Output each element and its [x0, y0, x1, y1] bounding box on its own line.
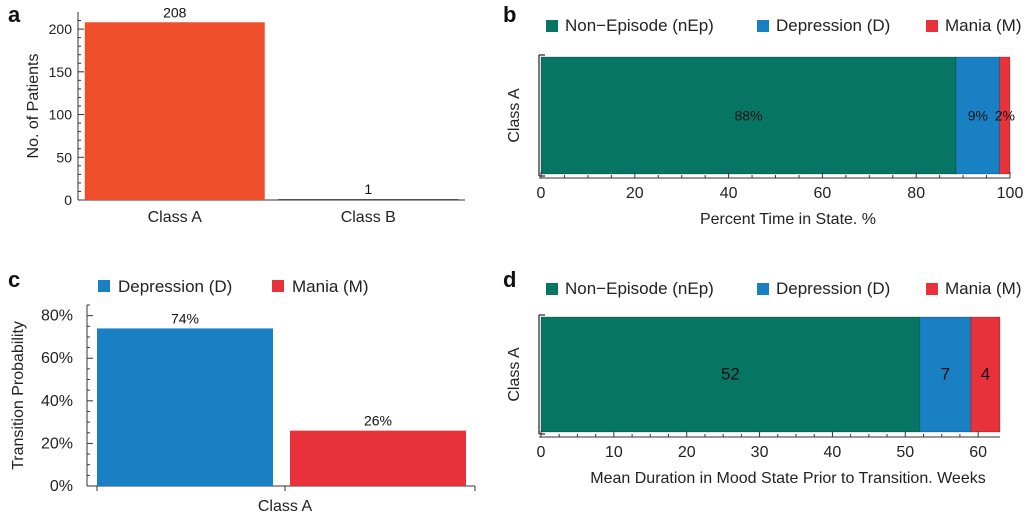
x-tick-label: Class A [148, 209, 203, 226]
segment-label-nEp: 88% [735, 108, 763, 124]
bar-class-b [278, 199, 459, 200]
y-tick-label: 20% [41, 435, 73, 452]
y-tick-label: 80% [41, 308, 73, 325]
bar-M [290, 430, 466, 486]
x-tick-label: 60 [814, 185, 832, 202]
y-tick-label: 60% [41, 350, 73, 367]
legend-label-nEp: Non−Episode (nEp) [565, 16, 714, 35]
x-tick-label: 10 [605, 444, 623, 461]
legend-label-nEp: Non−Episode (nEp) [565, 279, 714, 298]
x-tick-label: 30 [751, 444, 769, 461]
x-tick-label: 0 [537, 185, 546, 202]
bar-segment-M [999, 56, 1011, 175]
legend-swatch-D [98, 280, 110, 292]
y-tick-label: 0 [64, 192, 72, 208]
panel-c-chart: Depression (D) Mania (M) 0% 20% 40% 60% 80% Tra… [10, 277, 476, 515]
legend-swatch-nEp [546, 20, 558, 32]
x-tick-label: Class B [341, 209, 396, 226]
data-label: 1 [364, 181, 372, 197]
panel-a-chart: 0 50 100 150 200 No. of Patients 208 Class A 1 Cl… [25, 4, 465, 226]
panel-d-chart: Non−Episode (nEp) Depression (D) Mania (M)… [506, 279, 1022, 487]
legend-label-D: Depression (D) [118, 277, 232, 296]
segment-label-M: 4 [981, 365, 990, 384]
legend-swatch-D [757, 20, 769, 32]
x-tick-label: 40 [824, 444, 842, 461]
data-label: 74% [171, 310, 199, 326]
y-axis-label: Transition Probability [10, 321, 27, 470]
panel-label-b: b [503, 2, 516, 27]
bar-D [97, 328, 273, 486]
legend-label-M: Mania (M) [945, 16, 1022, 35]
segment-label-D: 9% [968, 108, 988, 124]
y-tick-label: 40% [41, 393, 73, 410]
x-tick-label: 40 [720, 185, 738, 202]
bar-class-a [84, 22, 265, 200]
legend-label-D: Depression (D) [776, 16, 890, 35]
y-tick-label: 200 [49, 21, 73, 37]
bar-segment-D [955, 56, 1000, 175]
y-category-label: Class A [506, 88, 523, 143]
panel-label-d: d [503, 267, 516, 292]
bar-segment-D [919, 316, 972, 433]
bar-segment-nEp [540, 56, 957, 175]
data-label: 208 [163, 4, 187, 20]
x-tick-label: 50 [896, 444, 914, 461]
legend-swatch-D [757, 283, 769, 295]
y-tick-label: 150 [49, 64, 73, 80]
y-category-label: Class A [506, 347, 523, 402]
data-label: 26% [364, 413, 392, 429]
panel-label-a: a [8, 2, 21, 27]
bar-segment-nEp [540, 316, 921, 433]
segment-label-D: 7 [941, 365, 950, 384]
legend-swatch-M [926, 20, 938, 32]
legend-label-M: Mania (M) [292, 277, 369, 296]
x-tick-label: 60 [969, 444, 987, 461]
legend-label-M: Mania (M) [945, 279, 1022, 298]
y-axis-label: No. of Patients [25, 54, 42, 159]
y-tick-label: 0% [50, 478, 73, 495]
panel-b-chart: Non−Episode (nEp) Depression (D) Mania (M)… [506, 16, 1023, 228]
legend-swatch-M [272, 280, 284, 292]
panel-label-c: c [8, 267, 20, 292]
legend-label-D: Depression (D) [776, 279, 890, 298]
x-tick-label: 80 [907, 185, 925, 202]
x-tick-label: 20 [626, 185, 644, 202]
legend-swatch-nEp [546, 283, 558, 295]
x-axis-label: Percent Time in State. % [700, 211, 876, 228]
segment-label-nEp: 52 [721, 365, 740, 384]
x-tick-label: 100 [997, 185, 1024, 202]
y-tick-label: 50 [56, 149, 72, 165]
legend-swatch-M [926, 283, 938, 295]
y-tick-label: 100 [49, 107, 73, 123]
x-tick-label: 20 [678, 444, 696, 461]
segment-label-M: 2% [995, 108, 1015, 124]
x-axis-label: Mean Duration in Mood State Prior to Tra… [590, 470, 985, 487]
x-tick-label: 0 [537, 444, 546, 461]
bar-segment-M [970, 316, 1001, 433]
x-tick-label: Class A [258, 498, 313, 515]
